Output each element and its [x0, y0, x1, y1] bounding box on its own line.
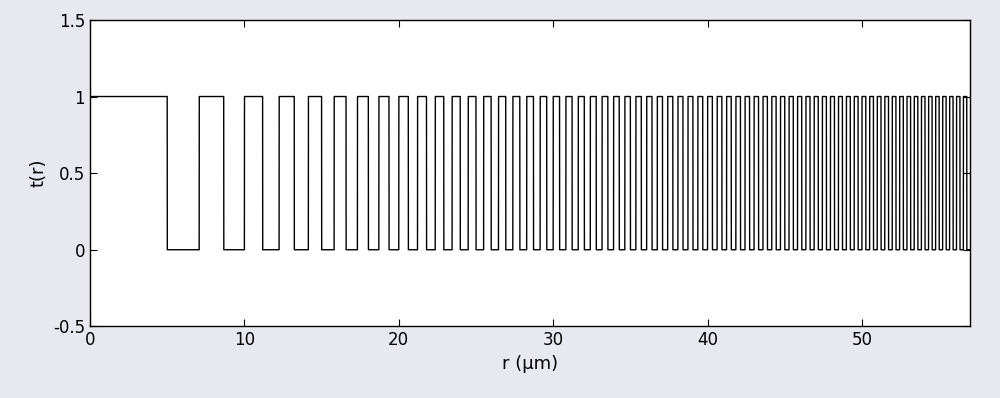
X-axis label: r (μm): r (μm) [502, 355, 558, 373]
Y-axis label: t(r): t(r) [29, 159, 47, 187]
